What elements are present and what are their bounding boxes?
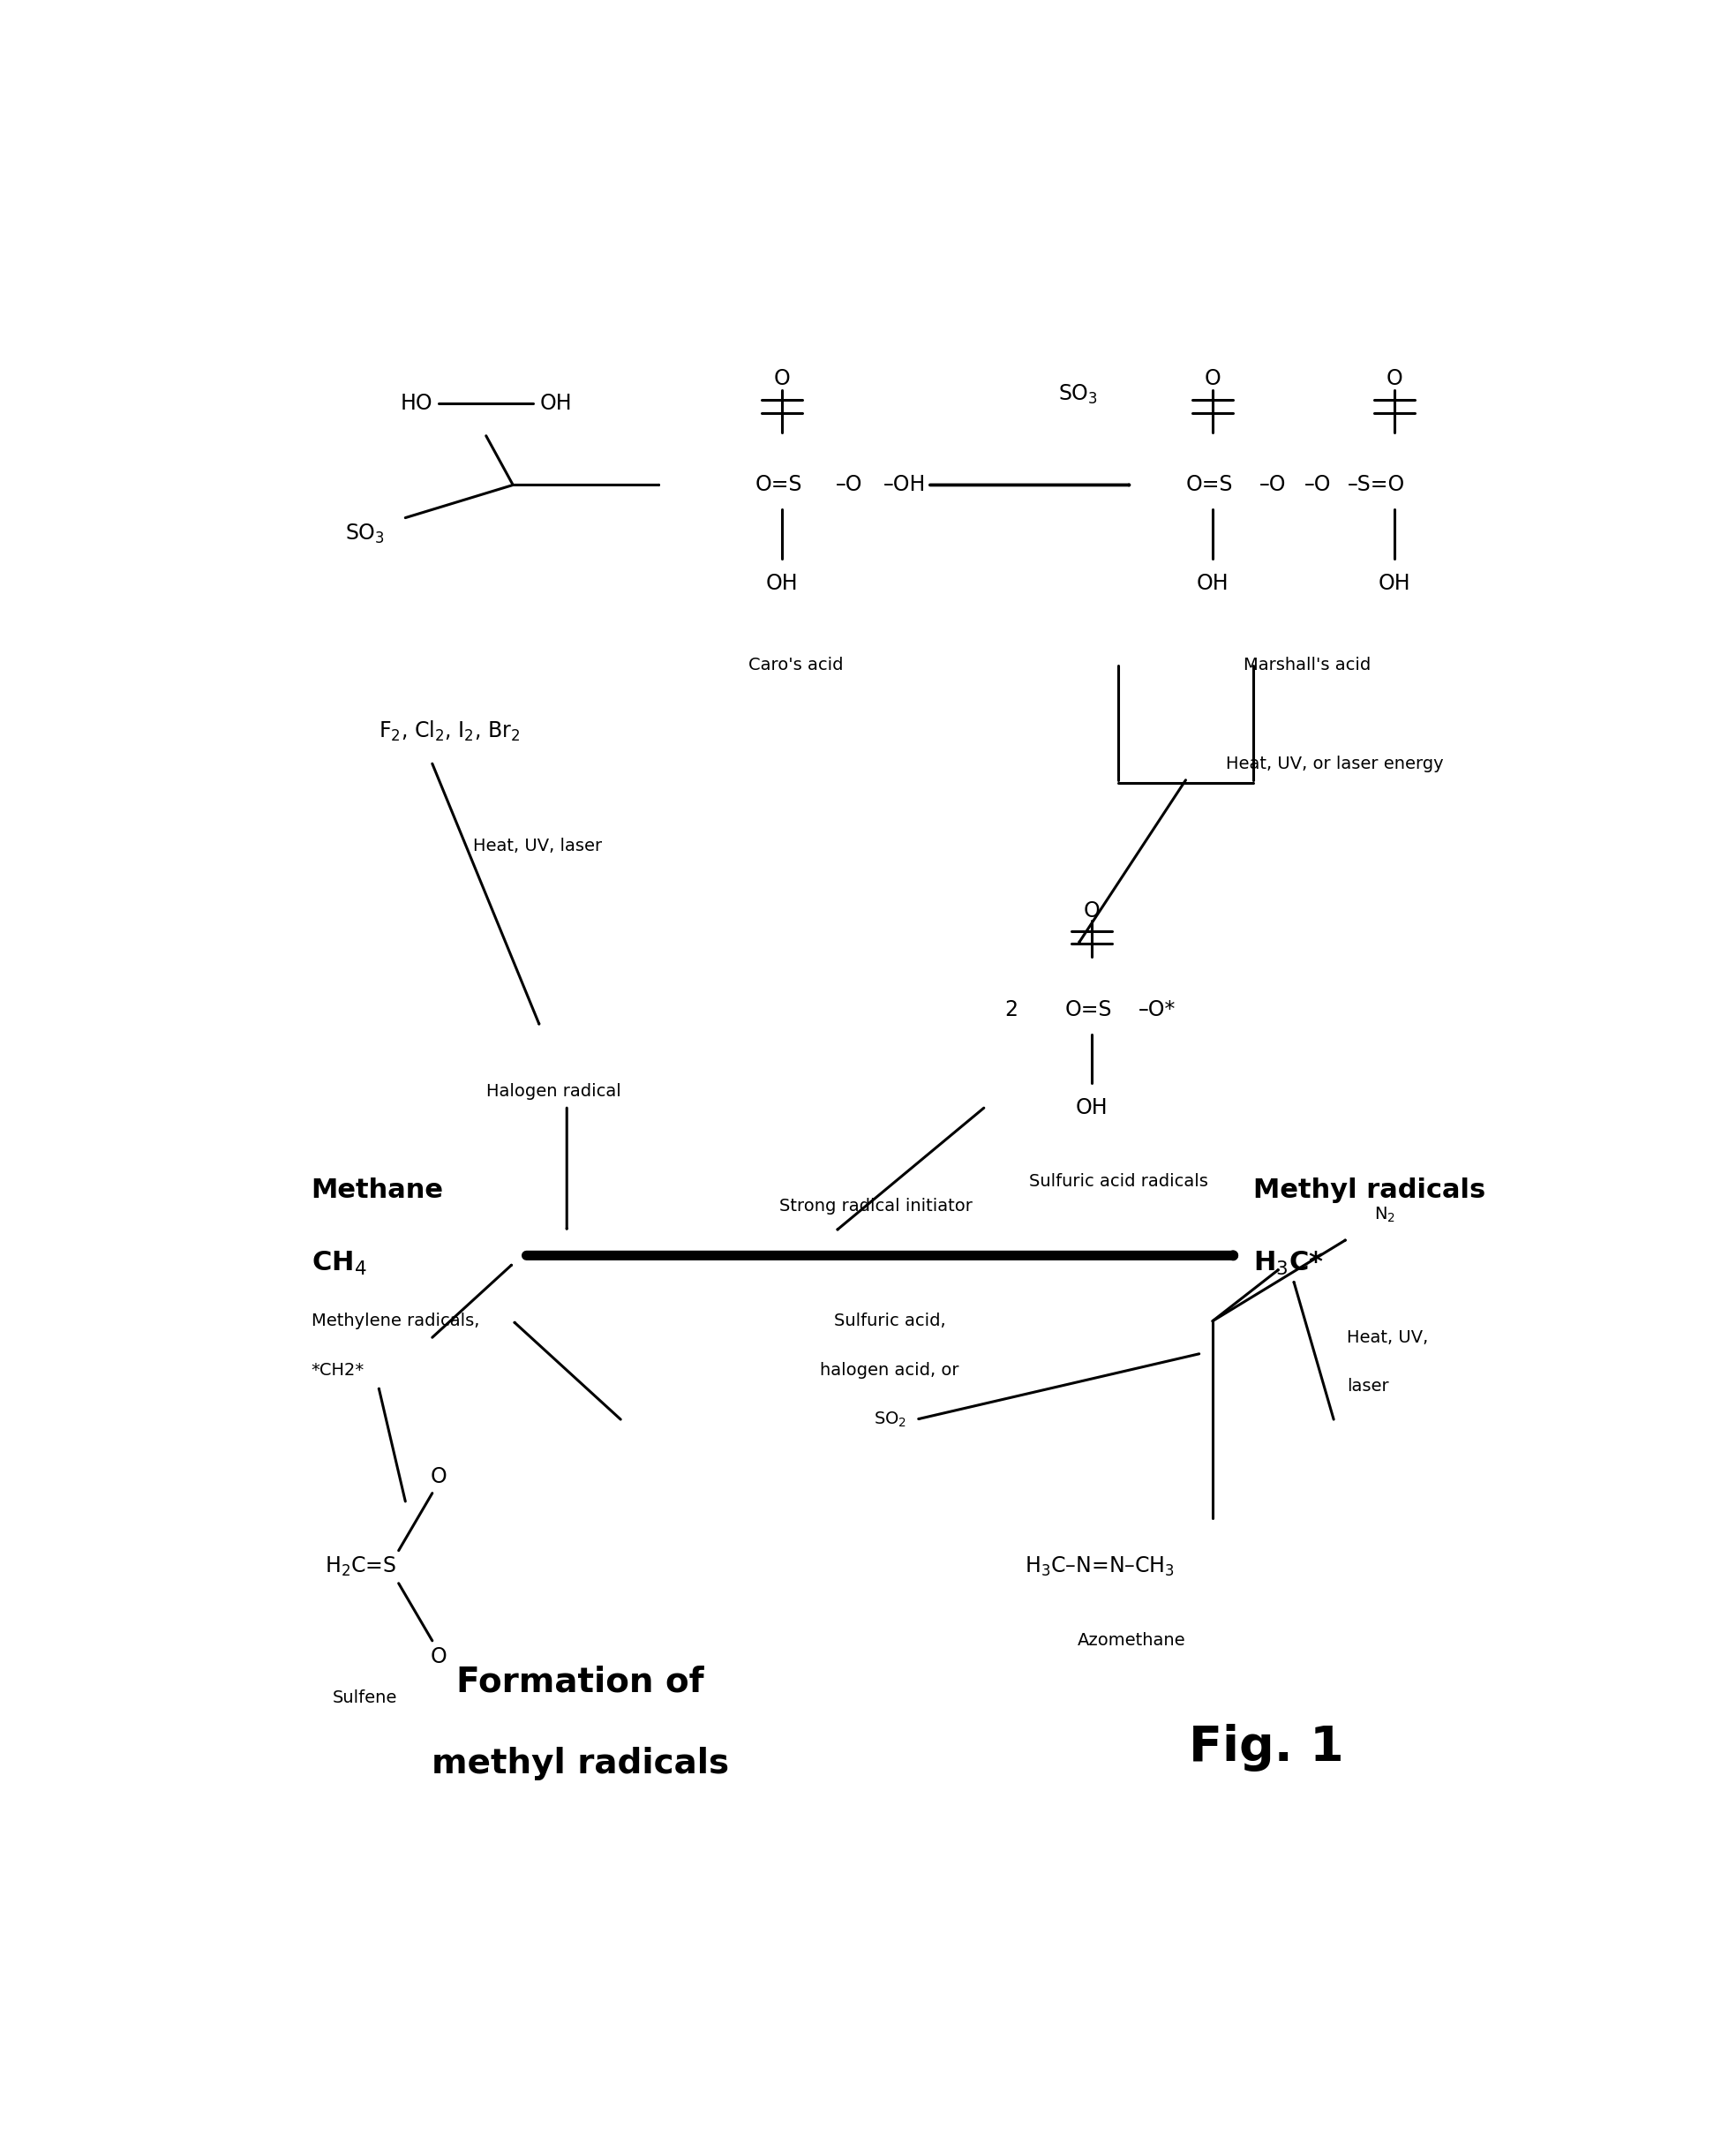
Text: CH$_4$: CH$_4$ bbox=[311, 1250, 366, 1277]
Text: O=S: O=S bbox=[755, 475, 802, 496]
Text: Sulfene: Sulfene bbox=[333, 1690, 398, 1707]
Text: –O: –O bbox=[1304, 475, 1332, 496]
Text: Heat, UV, or laser energy: Heat, UV, or laser energy bbox=[1226, 756, 1444, 773]
Text: –O*: –O* bbox=[1139, 999, 1175, 1020]
Text: –S=O: –S=O bbox=[1347, 475, 1404, 496]
Text: Methyl radicals: Methyl radicals bbox=[1253, 1177, 1486, 1203]
Text: H$_3$C*: H$_3$C* bbox=[1253, 1250, 1323, 1277]
Text: O: O bbox=[774, 368, 790, 390]
Text: Methylene radicals,: Methylene radicals, bbox=[311, 1314, 479, 1328]
Text: 2: 2 bbox=[1003, 999, 1017, 1020]
Text: OH: OH bbox=[1075, 1096, 1108, 1118]
Text: SO$_3$: SO$_3$ bbox=[345, 522, 385, 545]
Text: Formation of: Formation of bbox=[457, 1665, 705, 1699]
Text: O=S: O=S bbox=[1186, 475, 1233, 496]
Text: HO: HO bbox=[399, 392, 432, 413]
Text: laser: laser bbox=[1347, 1377, 1389, 1394]
Text: –OH: –OH bbox=[884, 475, 925, 496]
Text: Heat, UV,: Heat, UV, bbox=[1347, 1328, 1429, 1346]
Text: H$_3$C–N=N–CH$_3$: H$_3$C–N=N–CH$_3$ bbox=[1024, 1556, 1174, 1578]
Text: OH: OH bbox=[1196, 573, 1229, 594]
Text: N$_2$: N$_2$ bbox=[1375, 1205, 1396, 1224]
Text: Heat, UV, laser: Heat, UV, laser bbox=[472, 837, 602, 854]
Text: –O: –O bbox=[837, 475, 863, 496]
Text: –O: –O bbox=[1260, 475, 1286, 496]
Text: O: O bbox=[1385, 368, 1403, 390]
Text: Azomethane: Azomethane bbox=[1078, 1633, 1186, 1650]
Text: Marshall's acid: Marshall's acid bbox=[1243, 658, 1370, 673]
Text: *CH2*: *CH2* bbox=[311, 1363, 365, 1380]
Text: Methane: Methane bbox=[311, 1177, 444, 1203]
Text: methyl radicals: methyl radicals bbox=[432, 1748, 729, 1780]
Text: Sulfuric acid,: Sulfuric acid, bbox=[833, 1314, 946, 1328]
Text: OH: OH bbox=[1378, 573, 1410, 594]
Text: Halogen radical: Halogen radical bbox=[486, 1084, 621, 1101]
Text: halogen acid, or: halogen acid, or bbox=[819, 1363, 960, 1380]
Text: H$_2$C=S: H$_2$C=S bbox=[325, 1556, 396, 1578]
Text: OH: OH bbox=[766, 573, 799, 594]
Text: OH: OH bbox=[540, 392, 573, 413]
Text: O: O bbox=[1083, 901, 1101, 922]
Text: Sulfuric acid radicals: Sulfuric acid radicals bbox=[1029, 1173, 1208, 1190]
Text: O: O bbox=[1205, 368, 1220, 390]
Text: O: O bbox=[431, 1646, 448, 1667]
Text: O=S: O=S bbox=[1064, 999, 1111, 1020]
Text: O: O bbox=[431, 1467, 448, 1488]
Text: SO$_3$: SO$_3$ bbox=[1059, 383, 1097, 407]
Text: Caro's acid: Caro's acid bbox=[748, 658, 844, 673]
Text: SO$_2$: SO$_2$ bbox=[873, 1409, 906, 1429]
Text: Strong radical initiator: Strong radical initiator bbox=[779, 1199, 972, 1216]
Text: F$_2$, Cl$_2$, I$_2$, Br$_2$: F$_2$, Cl$_2$, I$_2$, Br$_2$ bbox=[378, 720, 519, 743]
Text: Fig. 1: Fig. 1 bbox=[1189, 1724, 1344, 1771]
